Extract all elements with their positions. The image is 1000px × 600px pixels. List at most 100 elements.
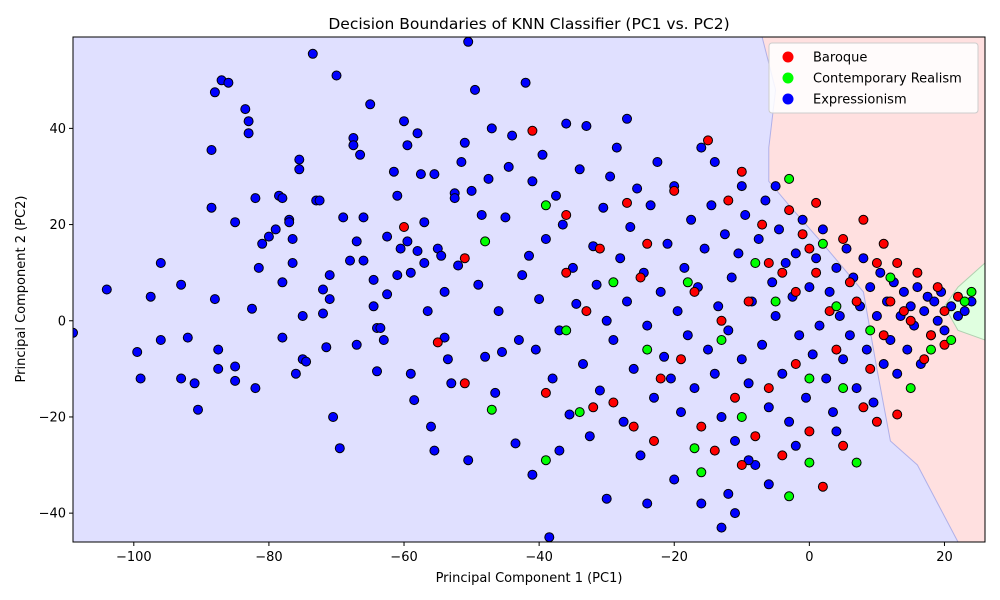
point-expressionism: [155, 258, 166, 268]
point-expressionism: [591, 279, 602, 290]
point-expressionism: [351, 339, 362, 350]
point-expressionism: [713, 301, 724, 312]
point-expressionism: [453, 260, 464, 271]
point-expressionism: [365, 99, 376, 110]
x-axis-ticks: −100 −80 −60 −40 −20 0 20: [116, 542, 953, 565]
point-expressionism: [328, 412, 339, 422]
point-expressionism: [422, 306, 433, 317]
point-contemporary-realism: [865, 325, 876, 336]
point-expressionism: [429, 169, 440, 180]
point-expressionism: [517, 270, 528, 281]
y-axis-label: Principal Component 2 (PC2): [14, 196, 29, 383]
legend-marker-baroque: [782, 51, 794, 63]
y-tick-label: 0: [58, 314, 66, 329]
point-expressionism: [338, 212, 349, 223]
point-expressionism: [723, 488, 734, 499]
point-expressionism: [132, 347, 143, 357]
point-baroque: [594, 243, 605, 254]
point-baroque: [628, 421, 639, 432]
point-expressionism: [368, 301, 379, 312]
point-expressionism: [294, 154, 305, 165]
point-expressionism: [510, 438, 521, 449]
legend: Baroque Contemporary Realism Expressionism: [768, 42, 979, 114]
point-contemporary-realism: [574, 407, 585, 418]
point-expressionism: [135, 373, 146, 384]
point-expressionism: [250, 193, 261, 204]
point-expressionism: [392, 270, 403, 281]
point-baroque: [892, 409, 903, 420]
point-expressionism: [270, 224, 281, 235]
point-expressionism: [500, 212, 511, 223]
point-expressionism: [419, 258, 430, 268]
point-expressionism: [193, 404, 203, 415]
point-expressionism: [209, 87, 220, 98]
point-baroque: [790, 286, 801, 297]
point-expressionism: [723, 325, 734, 336]
point-expressionism: [642, 498, 653, 509]
point-contemporary-realism: [838, 383, 849, 394]
point-expressionism: [841, 243, 852, 254]
point-expressionism: [277, 277, 288, 288]
point-expressionism: [696, 142, 707, 153]
point-expressionism: [770, 181, 781, 192]
x-tick-label: −80: [255, 550, 282, 565]
point-expressionism: [243, 116, 254, 127]
point-expressionism: [382, 289, 393, 300]
point-expressionism: [250, 383, 261, 394]
point-expressionism: [449, 193, 460, 204]
point-expressionism: [368, 274, 379, 285]
point-expressionism: [287, 258, 298, 268]
point-expressionism: [851, 383, 862, 394]
point-expressionism: [409, 395, 420, 406]
point-baroque: [838, 440, 849, 451]
point-baroque: [588, 402, 599, 413]
point-expressionism: [605, 171, 616, 182]
point-expressionism: [814, 320, 825, 331]
point-expressionism: [743, 378, 754, 389]
point-expressionism: [402, 236, 413, 247]
point-baroque: [757, 219, 768, 230]
point-expressionism: [719, 229, 730, 240]
point-contemporary-realism: [696, 467, 707, 478]
point-expressionism: [696, 498, 707, 509]
x-tick-label: −40: [525, 550, 552, 565]
point-expressionism: [358, 255, 369, 266]
point-expressionism: [375, 323, 386, 333]
point-expressionism: [537, 149, 548, 160]
point-expressionism: [456, 157, 467, 167]
point-baroque: [939, 339, 950, 350]
point-expressionism: [101, 284, 112, 295]
point-expressionism: [324, 294, 335, 305]
scatter-points: [73, 37, 977, 542]
point-expressionism: [307, 48, 318, 59]
point-contemporary-realism: [736, 412, 747, 422]
point-expressionism: [871, 311, 882, 321]
point-expressionism: [230, 375, 241, 386]
point-expressionism: [750, 460, 761, 470]
point-expressionism: [372, 366, 382, 377]
point-expressionism: [753, 234, 764, 244]
point-expressionism: [929, 296, 940, 307]
point-baroque: [696, 421, 707, 432]
point-expressionism: [243, 128, 254, 139]
point-expressionism: [784, 416, 795, 427]
point-expressionism: [557, 219, 568, 230]
point-expressionism: [757, 339, 768, 350]
point-expressionism: [331, 70, 342, 81]
point-expressionism: [301, 356, 312, 367]
point-expressionism: [388, 166, 399, 177]
point-baroque: [790, 359, 801, 369]
x-tick-label: −100: [116, 550, 152, 565]
point-baroque: [858, 214, 869, 225]
point-expressionism: [73, 327, 78, 338]
point-expressionism: [659, 351, 670, 362]
point-expressionism: [176, 373, 187, 384]
point-expressionism: [378, 335, 389, 345]
point-baroque: [871, 258, 882, 268]
point-expressionism: [770, 311, 781, 321]
point-expressionism: [858, 253, 869, 264]
point-baroque: [750, 431, 761, 442]
point-contemporary-realism: [959, 296, 970, 307]
point-expressionism: [649, 392, 659, 403]
point-expressionism: [534, 294, 545, 305]
